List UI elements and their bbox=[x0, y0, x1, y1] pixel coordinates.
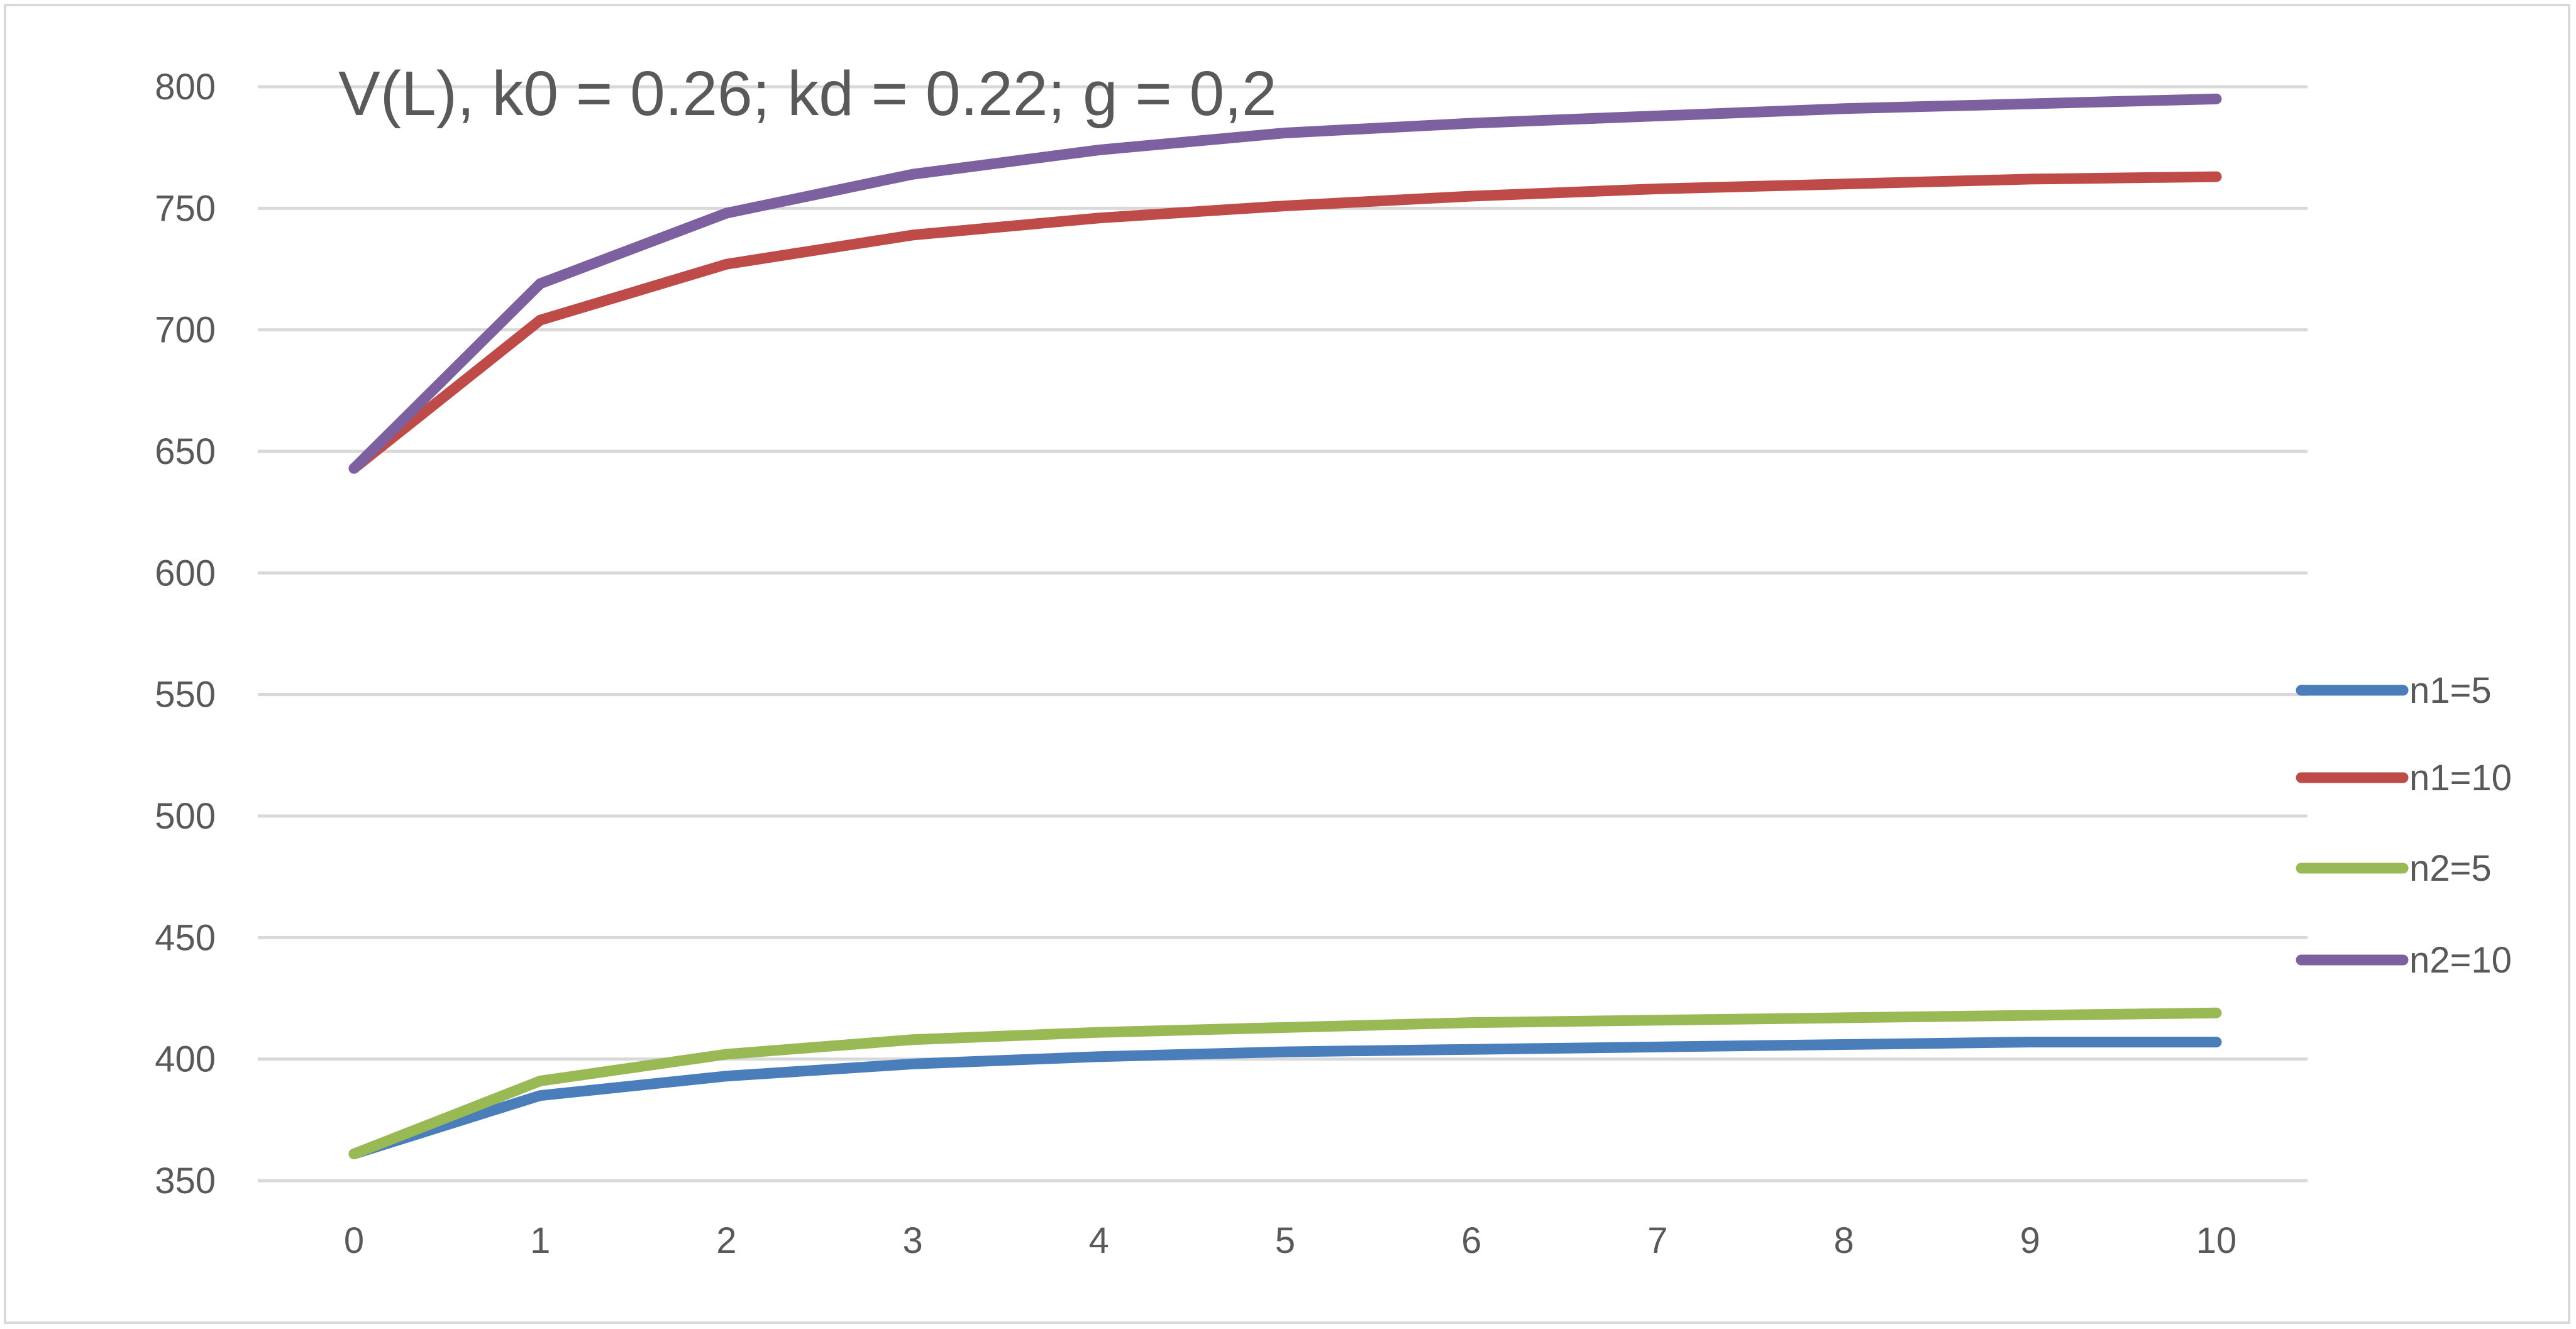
x-tick-label: 0 bbox=[344, 1220, 364, 1261]
x-tick-label: 10 bbox=[2196, 1220, 2237, 1261]
chart-title: V(L), k0 = 0.26; kd = 0.22; g = 0,2 bbox=[338, 58, 1277, 129]
legend-label: n2=5 bbox=[2409, 848, 2492, 889]
legend-label: n2=10 bbox=[2409, 940, 2512, 981]
y-tick-label: 500 bbox=[155, 796, 216, 837]
x-tick-label: 2 bbox=[716, 1220, 736, 1261]
legend-item: n1=10 bbox=[2296, 758, 2512, 798]
x-tick-label: 3 bbox=[902, 1220, 922, 1261]
x-tick-label: 1 bbox=[530, 1220, 550, 1261]
y-tick-label: 800 bbox=[155, 67, 216, 108]
legend-label: n1=5 bbox=[2409, 670, 2492, 711]
legend: n1=5 n1=10 n2=5 n2=10 bbox=[2296, 670, 2512, 981]
series-line-n1=10 bbox=[348, 171, 2222, 474]
chart-frame bbox=[4, 4, 2570, 1324]
y-tick-label: 450 bbox=[155, 917, 216, 958]
x-tick-label: 5 bbox=[1275, 1220, 1295, 1261]
x-axis-ticks: 0 1 2 3 4 5 6 7 8 9 10 bbox=[344, 1220, 2236, 1261]
y-axis-ticks: 350 400 450 500 550 600 650 700 750 800 bbox=[155, 67, 216, 1201]
x-tick-label: 4 bbox=[1089, 1220, 1109, 1261]
y-tick-label: 600 bbox=[155, 553, 216, 593]
series-line-n1=5 bbox=[348, 1037, 2222, 1159]
x-tick-label: 9 bbox=[2020, 1220, 2040, 1261]
y-tick-label: 750 bbox=[155, 188, 216, 229]
y-tick-label: 400 bbox=[155, 1039, 216, 1080]
legend-item: n2=10 bbox=[2296, 940, 2512, 981]
y-tick-label: 700 bbox=[155, 310, 216, 351]
series-lines bbox=[348, 93, 2222, 1159]
legend-item: n2=5 bbox=[2296, 848, 2492, 889]
series-line-n2=5 bbox=[348, 1007, 2222, 1159]
y-tick-label: 350 bbox=[155, 1161, 216, 1201]
series-line-n2=10 bbox=[348, 93, 2222, 474]
x-tick-label: 8 bbox=[1833, 1220, 1854, 1261]
legend-item: n1=5 bbox=[2296, 670, 2492, 711]
x-tick-label: 6 bbox=[1461, 1220, 1481, 1261]
y-tick-label: 550 bbox=[155, 675, 216, 715]
legend-label: n1=10 bbox=[2409, 758, 2512, 798]
x-tick-label: 7 bbox=[1647, 1220, 1667, 1261]
y-tick-label: 650 bbox=[155, 431, 216, 472]
